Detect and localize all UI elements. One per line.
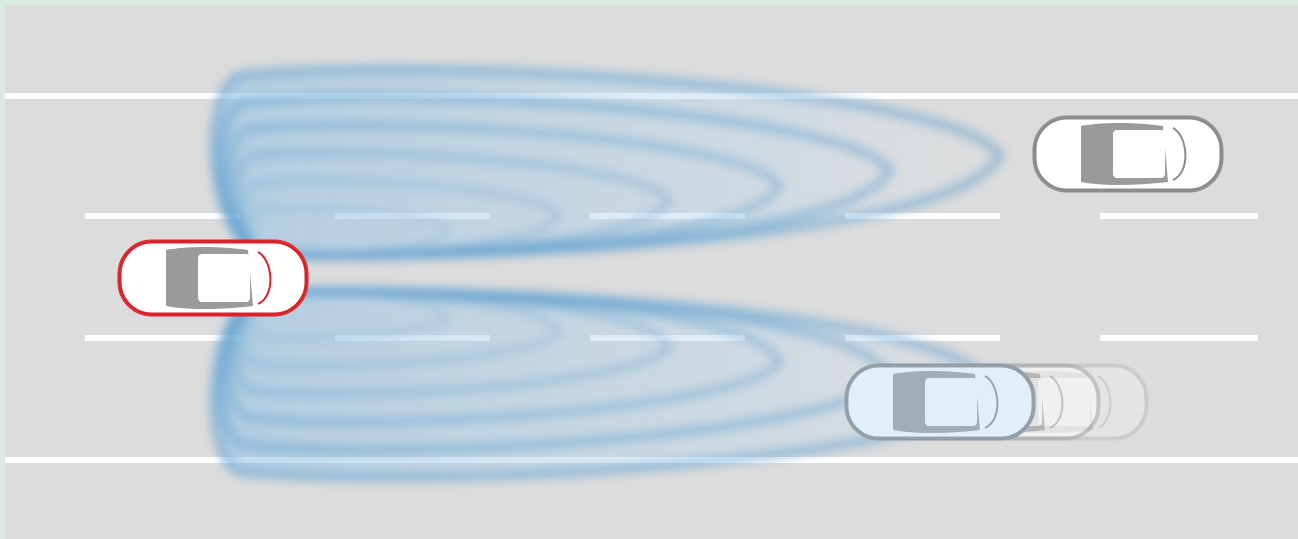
own-car — [116, 238, 310, 318]
approaching-car — [843, 362, 1037, 442]
other-car — [1031, 114, 1225, 194]
